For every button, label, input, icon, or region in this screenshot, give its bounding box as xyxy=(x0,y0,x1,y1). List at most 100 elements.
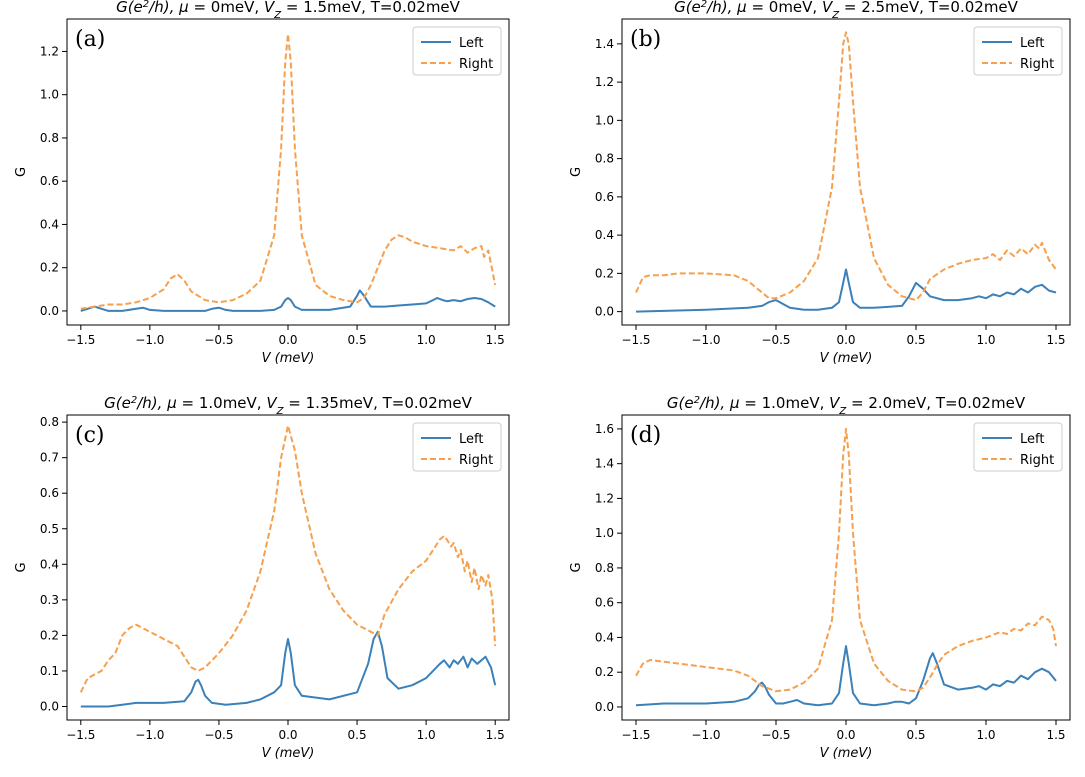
chart-title-part: (e xyxy=(116,394,131,412)
y-tick-label: 1.0 xyxy=(595,113,614,127)
y-tick-label: 0.5 xyxy=(40,522,59,536)
y-tick-label: 1.4 xyxy=(595,37,614,51)
x-axis-label: V (meV) xyxy=(820,351,873,366)
y-tick-label: 0.6 xyxy=(595,596,614,610)
y-tick-label: 0.6 xyxy=(40,174,59,188)
y-tick-label: 0.6 xyxy=(595,190,614,204)
x-tick-label: 1.5 xyxy=(486,728,505,742)
y-tick-label: 0.8 xyxy=(40,415,59,429)
y-tick-label: 1.2 xyxy=(40,44,59,58)
chart-title-part: μ xyxy=(729,394,740,412)
x-tick-label: −1.5 xyxy=(66,333,95,347)
y-tick-label: 0.8 xyxy=(595,152,614,166)
chart-title-part: (e xyxy=(679,394,694,412)
chart-title-part: = 0meV, xyxy=(189,0,264,16)
y-axis-label: G xyxy=(14,167,29,177)
x-tick-label: −1.0 xyxy=(135,728,164,742)
x-tick-label: 0.5 xyxy=(906,333,925,347)
y-tick-label: 0.7 xyxy=(40,451,59,465)
y-tick-label: 1.0 xyxy=(40,88,59,102)
chart-title-part: = 1.35meV, T=0.02meV xyxy=(283,394,472,412)
y-tick-label: 0.0 xyxy=(595,305,614,319)
x-tick-label: 0.0 xyxy=(278,333,297,347)
chart-title-part: = 1.0meV, xyxy=(177,394,267,412)
x-tick-label: −1.0 xyxy=(135,333,164,347)
x-tick-label: −0.5 xyxy=(761,728,790,742)
x-tick-label: 1.5 xyxy=(1046,728,1065,742)
x-tick-label: 1.0 xyxy=(417,728,436,742)
y-tick-label: 1.2 xyxy=(595,491,614,505)
chart-title: G(e2/h), μ = 0meV, VZ = 2.5meV, T=0.02me… xyxy=(674,0,1019,21)
y-tick-label: 0.8 xyxy=(595,561,614,575)
chart-title-part: V xyxy=(264,0,276,16)
x-tick-label: 0.0 xyxy=(278,728,297,742)
chart-title-part: /h), xyxy=(698,394,730,412)
legend-label-right: Right xyxy=(459,453,493,468)
x-tick-label: −0.5 xyxy=(204,333,233,347)
y-tick-label: 1.6 xyxy=(595,422,614,436)
chart-title-part: (e xyxy=(128,0,143,16)
legend: Left Right xyxy=(973,26,1063,76)
y-tick-label: 0.4 xyxy=(595,630,614,644)
x-tick-label: −1.0 xyxy=(691,333,720,347)
y-tick-label: 0.0 xyxy=(595,700,614,714)
chart-panel-a: G(e2/h), μ = 0meV, VZ = 1.5meV, T=0.02me… xyxy=(14,0,510,366)
chart-title-part: = 2.0meV, T=0.02meV xyxy=(846,394,1026,412)
x-tick-label: 1.5 xyxy=(486,333,505,347)
series-line-left xyxy=(635,268,1057,313)
chart-title-part: μ xyxy=(736,0,747,16)
y-tick-label: 0.2 xyxy=(595,665,614,679)
panel-label: (a) xyxy=(75,27,105,52)
x-tick-label: 0.5 xyxy=(348,333,367,347)
x-tick-label: 0.0 xyxy=(836,333,855,347)
legend-label-left: Left xyxy=(1020,432,1044,447)
y-tick-label: 0.2 xyxy=(595,266,614,280)
chart-title-part: 2 xyxy=(694,395,700,406)
y-tick-label: 0.4 xyxy=(40,557,59,571)
y-tick-label: 0.4 xyxy=(40,217,59,231)
x-tick-label: 0.0 xyxy=(836,728,855,742)
series-line-right xyxy=(79,424,497,693)
chart-title-part: 2 xyxy=(701,0,707,10)
chart-title-part: Z xyxy=(276,406,285,417)
legend-label-left: Left xyxy=(459,36,483,51)
chart-title-part: μ xyxy=(166,394,177,412)
x-tick-label: −0.5 xyxy=(204,728,233,742)
chart-title-part: /h), xyxy=(135,394,167,412)
x-tick-label: −1.5 xyxy=(621,333,650,347)
chart-title-part: /h), xyxy=(705,0,737,16)
chart-title-part: 2 xyxy=(131,395,137,406)
y-tick-label: 0.1 xyxy=(40,664,59,678)
y-tick-label: 0.8 xyxy=(40,131,59,145)
legend-label-left: Left xyxy=(459,432,483,447)
chart-title-part: V xyxy=(829,394,841,412)
x-tick-label: −1.5 xyxy=(621,728,650,742)
y-tick-label: 0.2 xyxy=(40,628,59,642)
y-axis-label: G xyxy=(569,562,584,572)
series-line-right xyxy=(80,33,497,310)
chart-title-part: G xyxy=(116,0,128,16)
legend-label-right: Right xyxy=(459,57,493,72)
chart-title-part: = 2.5meV, T=0.02meV xyxy=(839,0,1019,16)
chart-title-part: G xyxy=(674,0,686,16)
y-tick-label: 0.0 xyxy=(40,304,59,318)
x-axis-label: V (meV) xyxy=(820,746,873,761)
chart-title-part: = 0meV, xyxy=(747,0,822,16)
chart-title-part: (e xyxy=(686,0,701,16)
legend: Left Right xyxy=(412,26,502,76)
y-tick-label: 0.4 xyxy=(595,228,614,242)
legend: Left Right xyxy=(412,422,502,472)
legend-label-left: Left xyxy=(1020,36,1044,51)
legend-label-right: Right xyxy=(1020,453,1054,468)
y-axis-label: G xyxy=(569,167,584,177)
series-line-left xyxy=(80,289,496,312)
y-tick-label: 0.3 xyxy=(40,593,59,607)
chart-title-part: G xyxy=(104,394,116,412)
panel-label: (c) xyxy=(75,423,105,448)
chart-title-part: V xyxy=(822,0,834,16)
x-tick-label: −1.0 xyxy=(691,728,720,742)
chart-panel-c: G(e2/h), μ = 1.0meV, VZ = 1.35meV, T=0.0… xyxy=(14,394,510,761)
chart-title: G(e2/h), μ = 1.0meV, VZ = 1.35meV, T=0.0… xyxy=(104,394,472,417)
x-tick-label: 1.0 xyxy=(976,333,995,347)
